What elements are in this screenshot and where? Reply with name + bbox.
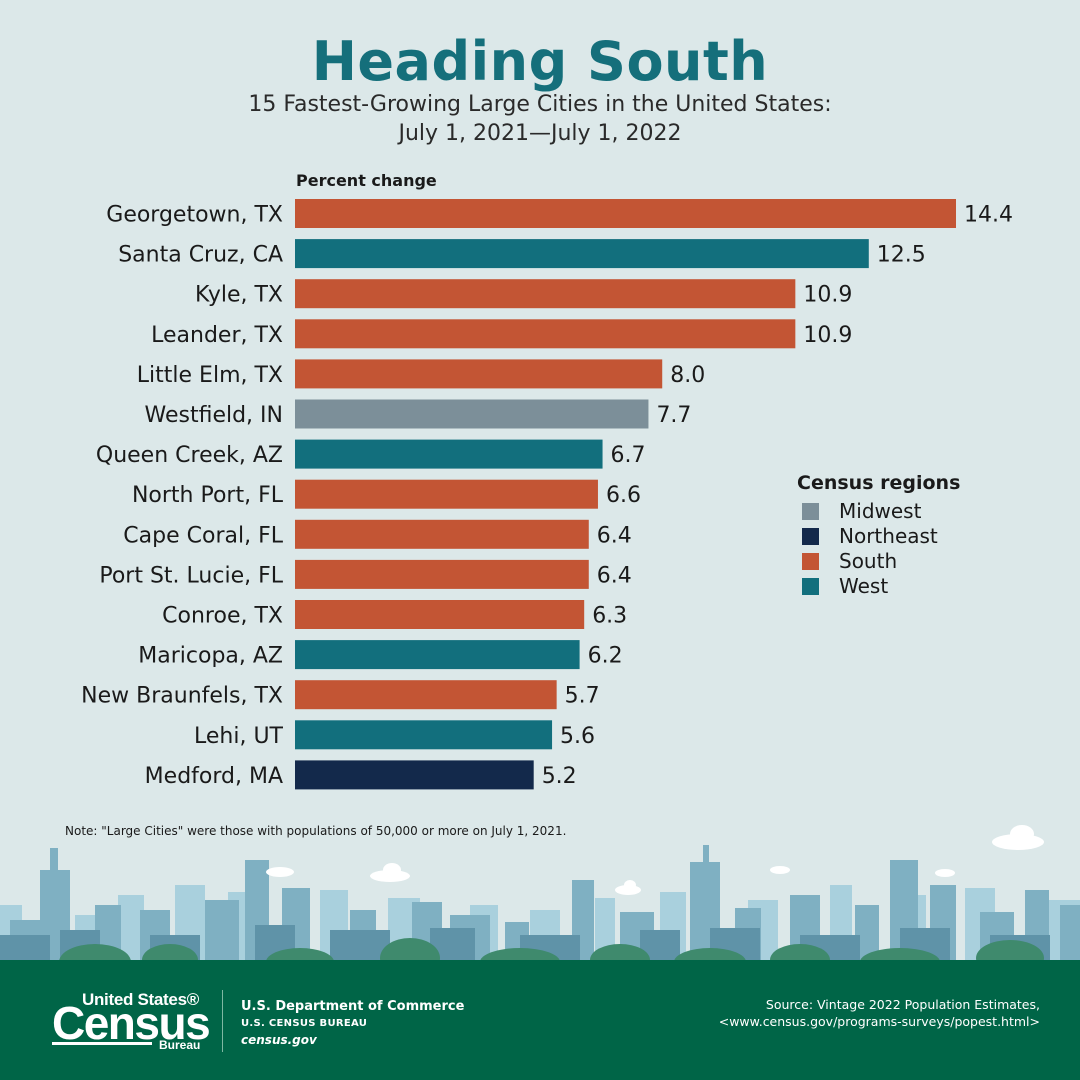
bar-value-label: 5.2 bbox=[542, 764, 577, 789]
bar-value-label: 6.4 bbox=[597, 523, 632, 548]
chart-note: Note: "Large Cities" were those with pop… bbox=[65, 824, 566, 838]
category-label: North Port, FL bbox=[132, 483, 284, 508]
bar-value-label: 6.2 bbox=[588, 644, 623, 669]
bar bbox=[295, 680, 557, 710]
bar-value-label: 12.5 bbox=[877, 243, 926, 268]
legend-swatch bbox=[802, 578, 819, 595]
bar-value-label: 8.0 bbox=[670, 363, 705, 388]
bar-value-label: 6.3 bbox=[592, 604, 627, 629]
category-label: Westfield, IN bbox=[145, 403, 284, 428]
bar bbox=[295, 559, 589, 589]
category-label: Conroe, TX bbox=[162, 604, 283, 629]
bar-chart: Percent change Georgetown, TX 14.4 Santa C… bbox=[0, 171, 1080, 960]
category-label: Leander, TX bbox=[151, 323, 283, 348]
category-label: Cape Coral, FL bbox=[123, 523, 283, 548]
city-skyline-illustration bbox=[0, 825, 1080, 960]
bar-value-label: 5.7 bbox=[565, 684, 600, 709]
bar-value-label: 6.4 bbox=[597, 563, 632, 588]
bar-value-label: 10.9 bbox=[803, 283, 852, 308]
bar bbox=[295, 519, 589, 549]
bar bbox=[295, 239, 869, 269]
legend-swatch bbox=[802, 503, 819, 520]
bar-value-label: 14.4 bbox=[964, 203, 1013, 228]
subtitle-line-1: 15 Fastest-Growing Large Cities in the U… bbox=[248, 92, 832, 117]
source-info: Source: Vintage 2022 Population Estimate… bbox=[719, 996, 1040, 1030]
bar bbox=[295, 760, 534, 790]
bar bbox=[295, 199, 956, 228]
category-label: Port St. Lucie, FL bbox=[99, 563, 283, 588]
census-website-link[interactable]: census.gov bbox=[241, 1033, 317, 1047]
logo-census: Census bbox=[52, 997, 211, 1049]
bar bbox=[295, 439, 603, 469]
category-label: New Braunfels, TX bbox=[81, 684, 283, 709]
legend-label: West bbox=[839, 574, 888, 598]
legend-label: Midwest bbox=[839, 499, 922, 523]
bar bbox=[295, 640, 580, 670]
subtitle-line-2: July 1, 2021—July 1, 2022 bbox=[398, 121, 682, 146]
legend-swatch bbox=[802, 528, 819, 545]
category-label: Little Elm, TX bbox=[137, 363, 283, 388]
axis-label: Percent change bbox=[296, 171, 437, 190]
legend-swatch bbox=[802, 553, 819, 570]
footer: United States® Census Bureau U.S. Depart… bbox=[0, 960, 1080, 1080]
bar-value-label: 6.7 bbox=[611, 443, 646, 468]
legend-label: Northeast bbox=[839, 524, 938, 548]
bar bbox=[295, 359, 663, 389]
category-label: Queen Creek, AZ bbox=[96, 443, 283, 468]
department-info: U.S. Department of Commerce U.S. CENSUS … bbox=[241, 998, 464, 1049]
bar bbox=[295, 479, 598, 509]
bar-value-label: 5.6 bbox=[560, 724, 595, 749]
category-label: Lehi, UT bbox=[194, 724, 284, 749]
source-line-1: Source: Vintage 2022 Population Estimate… bbox=[765, 997, 1040, 1012]
logo-bureau: Bureau bbox=[159, 1038, 201, 1052]
category-label: Medford, MA bbox=[145, 764, 283, 789]
page-title: Heading South bbox=[311, 30, 769, 93]
bar-value-label: 6.6 bbox=[606, 483, 641, 508]
bar-value-label: 7.7 bbox=[656, 403, 691, 428]
category-label: Santa Cruz, CA bbox=[118, 243, 283, 268]
logo-underline bbox=[52, 1042, 152, 1045]
bar-value-label: 10.9 bbox=[803, 323, 852, 348]
category-label: Maricopa, AZ bbox=[138, 644, 283, 669]
department-name: U.S. Department of Commerce bbox=[241, 999, 465, 1014]
census-bureau-logo: United States® Census Bureau bbox=[52, 990, 212, 1052]
bar bbox=[295, 720, 553, 750]
footer-divider bbox=[222, 990, 223, 1052]
category-label: Kyle, TX bbox=[195, 283, 283, 308]
bar bbox=[295, 399, 649, 429]
source-url[interactable]: <www.census.gov/programs-surveys/popest.… bbox=[718, 1014, 1040, 1029]
bar bbox=[295, 319, 796, 349]
bar bbox=[295, 279, 796, 309]
bureau-name: U.S. CENSUS BUREAU bbox=[241, 1018, 368, 1029]
legend-label: South bbox=[839, 549, 897, 573]
category-label: Georgetown, TX bbox=[106, 203, 283, 228]
legend-title: Census regions bbox=[797, 472, 960, 494]
logo-united-states: United States® bbox=[82, 990, 199, 1009]
bar bbox=[295, 600, 585, 629]
